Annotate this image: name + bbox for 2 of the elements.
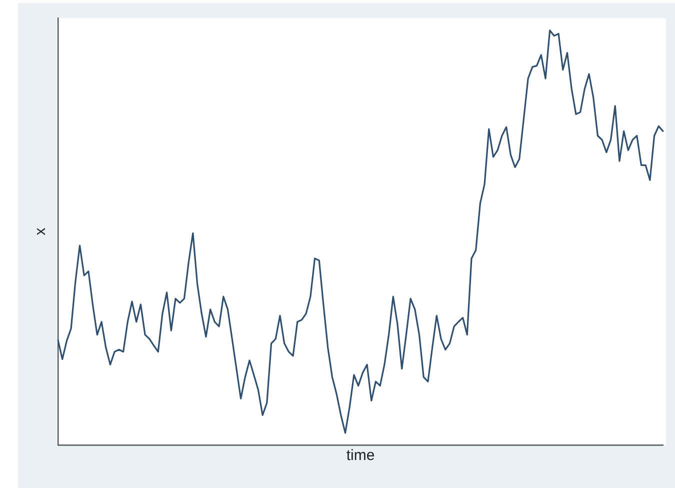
y-axis-title: x [32, 227, 50, 236]
x-axis-title: time [346, 447, 375, 464]
